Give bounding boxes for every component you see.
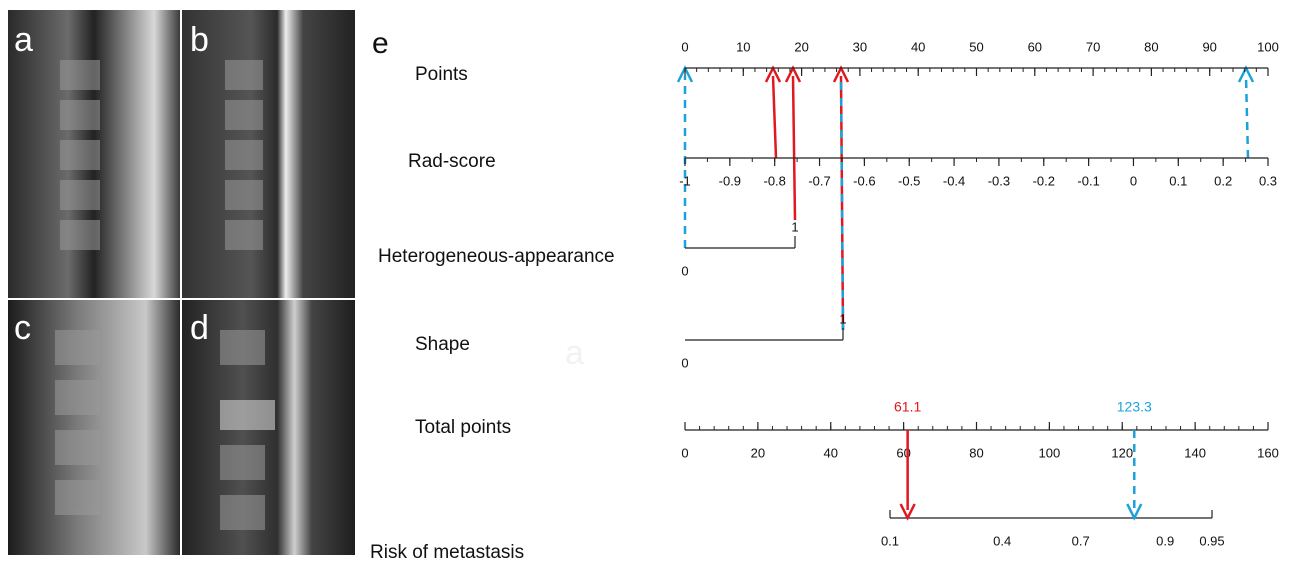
- panel-label: a: [14, 21, 33, 59]
- tick-label: 30: [853, 39, 867, 54]
- mri-panels: a b c d: [8, 10, 355, 555]
- tick-label: 20: [751, 445, 765, 460]
- tick-label: 90: [1202, 39, 1216, 54]
- tick-label: 80: [969, 445, 983, 460]
- tick-label: 0: [681, 263, 688, 278]
- tick-label: -0.6: [853, 173, 875, 188]
- tick-label: -0.5: [898, 173, 920, 188]
- tick-label: 140: [1184, 445, 1206, 460]
- row-label: Shape: [415, 334, 470, 355]
- row-label: Points: [415, 64, 468, 85]
- row-label: Total points: [415, 417, 511, 438]
- tick-label: 100: [1039, 445, 1061, 460]
- tick-label: 0.2: [1214, 173, 1232, 188]
- tick-label: 0: [681, 355, 688, 370]
- tick-label: 160: [1257, 445, 1279, 460]
- tick-label: 0.1: [881, 533, 899, 548]
- tick-label: -0.2: [1033, 173, 1055, 188]
- tick-label: -0.4: [943, 173, 965, 188]
- tick-label: 20: [794, 39, 808, 54]
- watermark: a: [565, 334, 584, 372]
- row-label: Rad-score: [408, 151, 496, 172]
- figure: a b c d e a Points0102030405060708090100…: [0, 0, 1292, 562]
- tick-label: 70: [1086, 39, 1100, 54]
- arrows: [678, 68, 1253, 330]
- row-label: Risk of metastasis: [370, 542, 524, 562]
- panel-label: d: [190, 309, 209, 347]
- tick-label: 120: [1111, 445, 1133, 460]
- tick-label: 0: [1130, 173, 1137, 188]
- tick-label: 0: [681, 445, 688, 460]
- tick-label: 0.4: [993, 533, 1011, 548]
- arrow: [1246, 76, 1248, 158]
- tick-label: -1: [679, 173, 691, 188]
- tick-label: 10: [736, 39, 750, 54]
- tick-label: 0.1: [1169, 173, 1187, 188]
- tick-label: -0.9: [719, 173, 741, 188]
- marker-label: 61.1: [894, 399, 921, 415]
- tick-label: 0.95: [1199, 533, 1224, 548]
- tick-label: 100: [1257, 39, 1279, 54]
- tick-label: 40: [824, 445, 838, 460]
- tick-label: 1: [791, 219, 798, 234]
- tick-label: 50: [969, 39, 983, 54]
- tick-label: -0.8: [763, 173, 785, 188]
- tick-label: 40: [911, 39, 925, 54]
- arrow-head: [1239, 68, 1253, 82]
- tick-label: 1: [839, 311, 846, 326]
- tick-label: 0.9: [1156, 533, 1174, 548]
- tick-label: -0.1: [1077, 173, 1099, 188]
- tick-label: -0.7: [808, 173, 830, 188]
- tick-label: 80: [1144, 39, 1158, 54]
- panel-label: c: [14, 309, 31, 347]
- arrow: [773, 76, 776, 158]
- arrow: [793, 76, 795, 220]
- row-label: Heterogeneous-appearance: [378, 246, 615, 267]
- panel-label: b: [190, 21, 209, 59]
- tick-label: 60: [1028, 39, 1042, 54]
- tick-label: 0: [681, 39, 688, 54]
- panel-label: e: [372, 27, 389, 60]
- tick-label: 0.7: [1072, 533, 1090, 548]
- tick-label: 0.3: [1259, 173, 1277, 188]
- marker-label: 123.3: [1117, 399, 1152, 415]
- tick-label: -0.3: [988, 173, 1010, 188]
